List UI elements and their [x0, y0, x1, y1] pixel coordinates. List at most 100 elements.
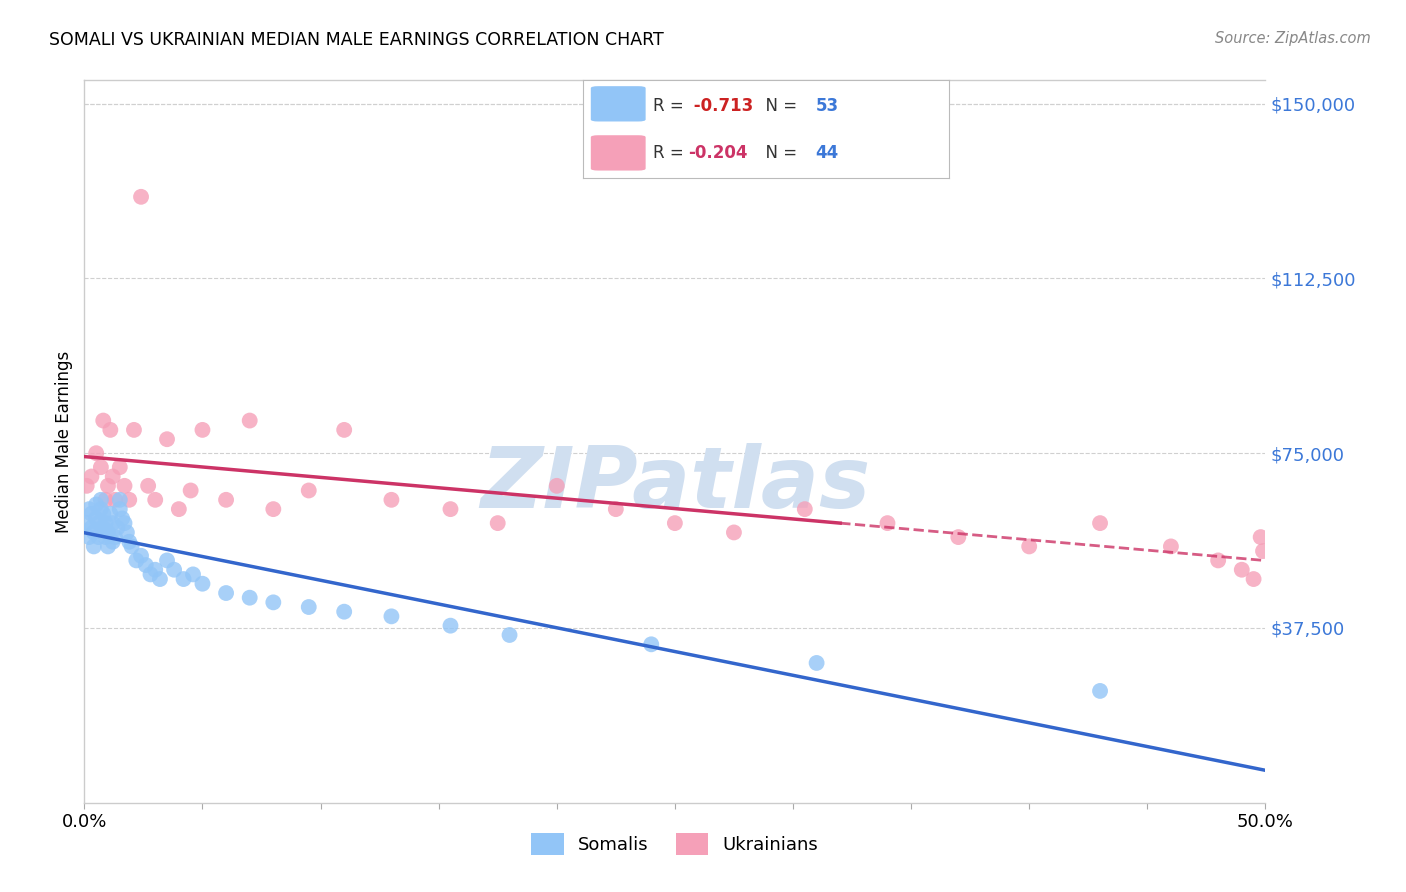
Legend: Somalis, Ukrainians: Somalis, Ukrainians: [524, 826, 825, 863]
Point: [94, 492, 117, 507]
Point: [91, 413, 114, 427]
Text: 44: 44: [815, 144, 839, 161]
Point: [1018, 540, 1040, 554]
Point: [173, 572, 195, 586]
Point: [143, 563, 166, 577]
Point: [129, 549, 152, 563]
Point: [640, 637, 662, 651]
Point: [91, 521, 114, 535]
Point: [76, 516, 98, 530]
Point: [149, 572, 172, 586]
Point: [122, 423, 145, 437]
Point: [83, 525, 105, 540]
Text: ZIPatlas: ZIPatlas: [479, 443, 870, 526]
Point: [97, 540, 120, 554]
Point: [108, 460, 131, 475]
Point: [215, 586, 238, 600]
Point: [1088, 516, 1111, 530]
Point: [181, 567, 204, 582]
Point: [98, 423, 121, 437]
Point: [239, 591, 262, 605]
Point: [84, 446, 107, 460]
Point: [498, 628, 520, 642]
Point: [1250, 530, 1272, 544]
Point: [806, 656, 828, 670]
Point: [546, 479, 568, 493]
Point: [333, 423, 356, 437]
Point: [793, 502, 815, 516]
Point: [163, 563, 186, 577]
Point: [135, 558, 157, 572]
Text: -0.204: -0.204: [688, 144, 747, 161]
Point: [97, 479, 120, 493]
Point: [262, 595, 284, 609]
Point: [723, 525, 745, 540]
Text: R =: R =: [652, 97, 689, 115]
Point: [333, 605, 356, 619]
Point: [156, 432, 179, 446]
Point: [87, 530, 110, 544]
Point: [87, 516, 110, 530]
Point: [191, 423, 214, 437]
Point: [298, 600, 321, 615]
Point: [1251, 544, 1274, 558]
Point: [439, 502, 461, 516]
Point: [111, 511, 134, 525]
Text: N =: N =: [755, 144, 803, 161]
Point: [107, 521, 129, 535]
Point: [948, 530, 970, 544]
Point: [486, 516, 509, 530]
Point: [115, 525, 138, 540]
Text: SOMALI VS UKRAINIAN MEDIAN MALE EARNINGS CORRELATION CHART: SOMALI VS UKRAINIAN MEDIAN MALE EARNINGS…: [49, 31, 664, 49]
Point: [239, 413, 262, 427]
Point: [94, 530, 117, 544]
Point: [97, 525, 120, 540]
Point: [262, 502, 284, 516]
Point: [1160, 540, 1182, 554]
Point: [98, 507, 121, 521]
Point: [1230, 563, 1253, 577]
Point: [1206, 553, 1229, 567]
Point: [215, 492, 238, 507]
Point: [380, 609, 402, 624]
Point: [121, 540, 143, 554]
Point: [380, 492, 402, 507]
Point: [114, 479, 136, 493]
Point: [118, 534, 141, 549]
Point: [101, 469, 124, 483]
Point: [167, 502, 190, 516]
Point: [108, 492, 131, 507]
Point: [143, 492, 166, 507]
Point: [1088, 684, 1111, 698]
Point: [139, 567, 162, 582]
Point: [90, 492, 112, 507]
Point: [108, 502, 131, 516]
Point: [605, 502, 627, 516]
Point: [77, 502, 100, 516]
Point: [298, 483, 321, 498]
Text: 53: 53: [815, 97, 839, 115]
Point: [101, 534, 124, 549]
Point: [90, 502, 112, 516]
Point: [77, 530, 100, 544]
FancyBboxPatch shape: [591, 136, 645, 170]
Text: N =: N =: [755, 97, 803, 115]
Point: [80, 521, 103, 535]
Point: [104, 530, 127, 544]
Text: Source: ZipAtlas.com: Source: ZipAtlas.com: [1215, 31, 1371, 46]
Point: [80, 507, 103, 521]
Point: [439, 618, 461, 632]
Point: [84, 511, 107, 525]
Text: R =: R =: [652, 144, 689, 161]
Point: [125, 553, 148, 567]
Point: [91, 507, 114, 521]
Point: [876, 516, 898, 530]
Point: [101, 516, 124, 530]
Point: [104, 492, 127, 507]
Point: [136, 479, 159, 493]
Text: -0.713: -0.713: [688, 97, 754, 115]
Point: [84, 498, 107, 512]
Point: [80, 469, 103, 483]
Point: [94, 516, 117, 530]
Point: [76, 479, 98, 493]
